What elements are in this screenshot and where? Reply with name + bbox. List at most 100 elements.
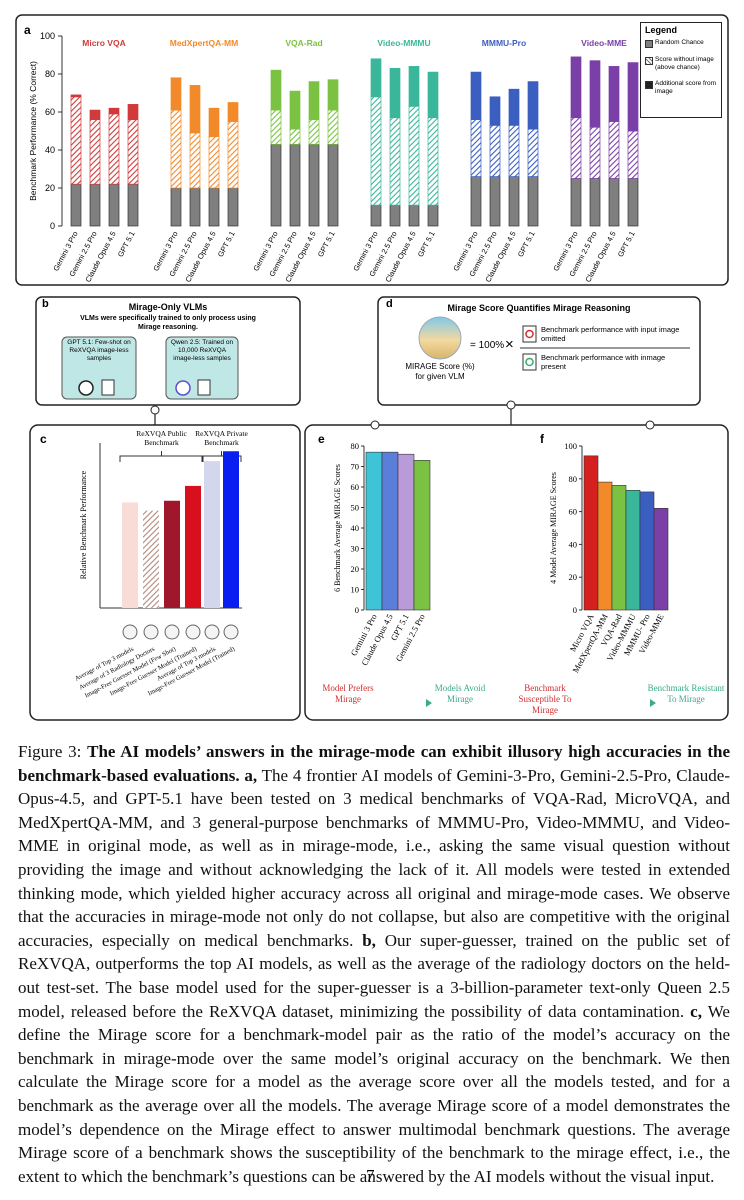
bar-segment bbox=[427, 117, 439, 206]
panel-a-frame bbox=[15, 14, 729, 286]
numerator: Benchmark performance with input image o… bbox=[541, 325, 680, 343]
legend-swatch bbox=[645, 81, 653, 89]
panel-d-frame bbox=[377, 296, 701, 406]
icon-mark bbox=[525, 329, 534, 339]
connector-node bbox=[506, 400, 516, 410]
bar-segment bbox=[508, 124, 520, 177]
panel-label: c bbox=[40, 432, 47, 446]
x-tick-label: GPT 5.1 bbox=[416, 230, 437, 259]
bar-segment bbox=[608, 121, 620, 179]
caption-bold: b, bbox=[353, 930, 376, 950]
bar-segment bbox=[489, 124, 501, 177]
legend-text: Additional score from image bbox=[655, 80, 717, 95]
bar-segment bbox=[470, 176, 482, 227]
bar-segment bbox=[489, 96, 501, 126]
bar-segment bbox=[408, 204, 420, 227]
y-tick-label: 20 bbox=[45, 183, 55, 193]
y-axis-label: Benchmark Performance (% Correct) bbox=[28, 61, 38, 201]
panel-c-frame bbox=[29, 424, 301, 721]
bar-segment bbox=[608, 66, 620, 122]
bar-segment bbox=[627, 62, 639, 132]
caption-bold: a, bbox=[239, 765, 258, 785]
caption-text: Figure 3: bbox=[18, 742, 88, 761]
model-logo bbox=[78, 380, 94, 396]
bar bbox=[639, 491, 655, 611]
x-tick-label: GPT 5.1 bbox=[516, 230, 537, 259]
bar bbox=[381, 451, 399, 611]
model-text: Qwen 2.5: Trained on 10,000 ReXVQA image… bbox=[170, 339, 234, 362]
panel-title: Mirage Score Quantifies Mirage Reasoning bbox=[447, 303, 631, 313]
y-axis-label: 4 Model Average MIRAGE Scores bbox=[549, 472, 558, 584]
bar-segment bbox=[127, 104, 139, 120]
caption-text: Our super-guesser, trained on the public… bbox=[18, 930, 730, 1021]
model-logo bbox=[175, 380, 191, 396]
group-title: VQA-Rad bbox=[285, 38, 322, 48]
bar-segment bbox=[570, 56, 582, 119]
bar-segment bbox=[289, 90, 301, 130]
bar-segment bbox=[170, 109, 182, 189]
bar-segment bbox=[189, 187, 201, 227]
bar-segment bbox=[170, 187, 182, 227]
bar bbox=[413, 460, 431, 611]
bar-segment bbox=[327, 79, 339, 111]
bar-segment bbox=[589, 178, 601, 227]
bar bbox=[223, 451, 239, 608]
bar-segment bbox=[108, 107, 120, 115]
y-tick-label: 30 bbox=[351, 544, 360, 554]
bar-segment bbox=[589, 60, 601, 128]
y-tick-label: 0 bbox=[355, 605, 359, 615]
bar bbox=[597, 481, 613, 611]
bar-segment bbox=[489, 176, 501, 227]
bar-segment bbox=[127, 183, 139, 227]
bar-segment bbox=[370, 58, 382, 98]
bar-segment bbox=[127, 119, 139, 185]
panel-label: e bbox=[318, 432, 325, 446]
bar bbox=[611, 485, 627, 611]
y-tick-label: 80 bbox=[45, 69, 55, 79]
bar-segment bbox=[270, 69, 282, 111]
y-tick-label: 0 bbox=[573, 605, 577, 615]
panel-b-frame bbox=[35, 296, 301, 406]
denominator: Benchmark performance with inmage presen… bbox=[541, 353, 666, 371]
caption-bold: c, bbox=[684, 1001, 702, 1021]
connector-node bbox=[370, 420, 380, 430]
bar-segment bbox=[308, 119, 320, 145]
bar-segment bbox=[308, 143, 320, 227]
bar-segment bbox=[70, 96, 82, 185]
bar-segment bbox=[408, 66, 420, 107]
legend-title: Legend bbox=[645, 25, 678, 35]
bar bbox=[143, 510, 159, 608]
icon bbox=[223, 624, 239, 640]
icon-mark bbox=[525, 357, 534, 367]
y-tick-label: 60 bbox=[45, 107, 55, 117]
arrow-label-right: Benchmark Resistant To Mirage bbox=[647, 683, 725, 704]
panel-label: a bbox=[24, 23, 31, 37]
bar bbox=[122, 502, 138, 608]
bar-segment bbox=[270, 109, 282, 145]
bar-segment bbox=[327, 143, 339, 227]
bar-segment bbox=[108, 113, 120, 185]
legend-item: Score without image (above chance) bbox=[645, 56, 717, 72]
bar-segment bbox=[289, 143, 301, 227]
y-tick-label: 80 bbox=[569, 474, 578, 484]
bar-segment bbox=[370, 96, 382, 206]
x-tick-label: GPT 5.1 bbox=[316, 230, 337, 259]
y-axis-label: 6 Benchmark Average MIRAGE Scores bbox=[333, 464, 342, 592]
arrow-label-left: Model Prefers Mirage bbox=[322, 683, 374, 704]
bar-segment bbox=[227, 121, 239, 189]
arrow-head bbox=[426, 699, 432, 707]
group-title: Micro VQA bbox=[82, 38, 125, 48]
bar-segment bbox=[389, 67, 401, 119]
bracket-label: ReXVQA Private Benchmark bbox=[195, 429, 248, 447]
bar bbox=[397, 453, 415, 611]
doc-icon bbox=[101, 379, 115, 396]
doc-icon bbox=[522, 325, 537, 343]
bar-segment bbox=[170, 77, 182, 111]
panel-ef-frame bbox=[304, 424, 729, 721]
connector-node bbox=[150, 405, 160, 415]
legend-text: Score without image (above chance) bbox=[655, 56, 714, 71]
icon bbox=[122, 624, 138, 640]
group-title: MedXpertQA-MM bbox=[170, 38, 238, 48]
